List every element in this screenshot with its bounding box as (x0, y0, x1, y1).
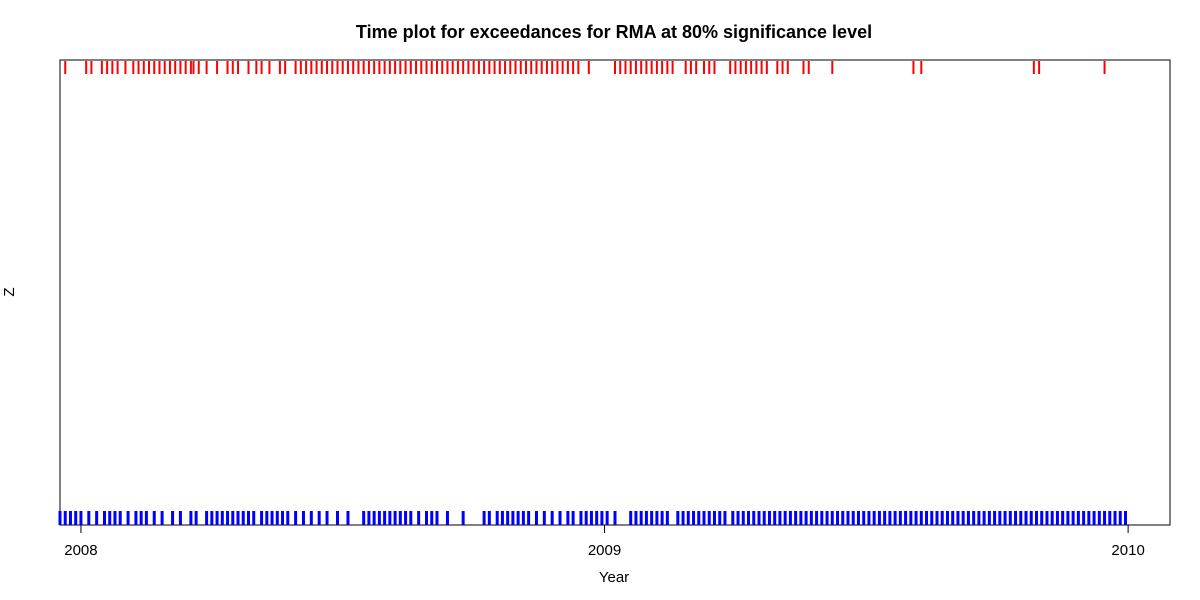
rug-marks (58, 61, 1127, 525)
chart-title: Time plot for exceedances for RMA at 80%… (356, 22, 872, 42)
x-axis-label: Year (599, 569, 629, 586)
plot-frame (59, 59, 1171, 526)
x-tick-label: 2009 (588, 542, 621, 559)
y-axis-label: Z (1, 287, 18, 296)
x-tick-label: 2010 (1111, 542, 1144, 559)
x-axis-ticks: 2008 2009 2010 (64, 525, 1145, 559)
x-tick-label: 2008 (64, 542, 97, 559)
